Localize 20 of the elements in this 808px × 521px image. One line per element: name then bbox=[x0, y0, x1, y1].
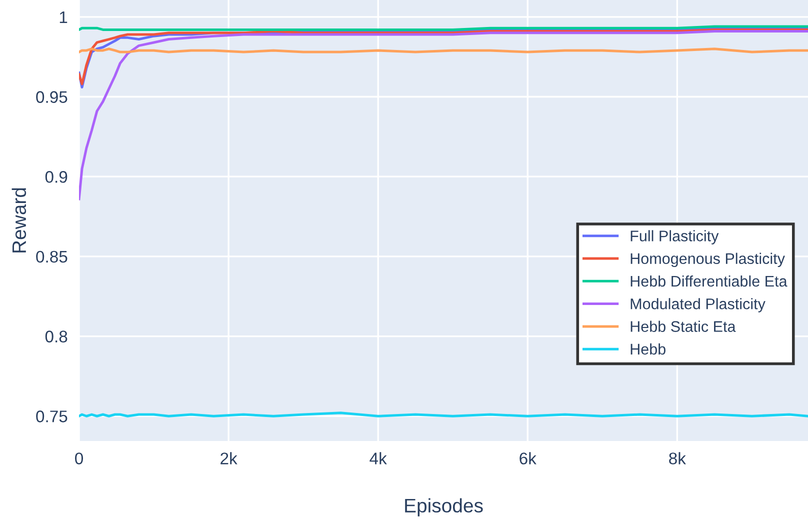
x-tick-label: 4k bbox=[370, 452, 387, 464]
legend-label: Homogenous Plasticity bbox=[630, 252, 785, 268]
y-axis-title: Reward bbox=[12, 188, 26, 252]
y-tick-label: 0.95 bbox=[36, 91, 68, 103]
x-tick-label: 0 bbox=[75, 452, 84, 464]
legend-label: Modulated Plasticity bbox=[630, 298, 766, 312]
line-series bbox=[79, 30, 808, 200]
legend-label: Hebb Static Eta bbox=[630, 320, 736, 332]
x-tick-label: 8k bbox=[669, 452, 686, 464]
y-tick-label: 1 bbox=[60, 12, 68, 23]
y-tick-label: 0.75 bbox=[36, 410, 68, 422]
legend-label: Full Plasticity bbox=[630, 230, 719, 244]
y-tick-label: 0.8 bbox=[45, 330, 68, 342]
y-tick-label: 0.9 bbox=[45, 171, 68, 183]
y-tick-label: 0.85 bbox=[36, 250, 68, 263]
legend-label: Hebb Differentiable Eta bbox=[630, 275, 788, 287]
x-tick-label: 2k bbox=[220, 452, 238, 464]
x-axis-title: Episodes bbox=[405, 498, 483, 516]
x-tick-label: 6k bbox=[520, 452, 536, 464]
legend-label: Hebb bbox=[630, 343, 666, 355]
